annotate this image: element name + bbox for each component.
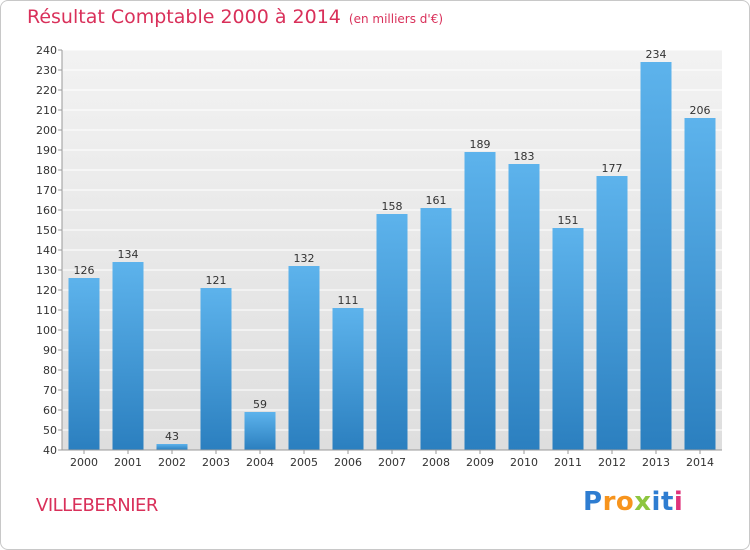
y-tick-label: 100	[36, 324, 57, 337]
y-tick-label: 180	[36, 164, 57, 177]
bar-value-label: 59	[253, 398, 267, 411]
x-tick-label: 2007	[378, 456, 406, 469]
y-tick-label: 210	[36, 104, 57, 117]
bar-value-label: 132	[294, 252, 315, 265]
bar-2003	[200, 288, 232, 450]
x-tick-label: 2000	[70, 456, 98, 469]
bar-2008	[420, 208, 452, 450]
logo-letter: i	[651, 487, 661, 517]
chart-unit: (en milliers d'€)	[348, 12, 444, 26]
x-tick-label: 2001	[114, 456, 142, 469]
x-tick-label: 2010	[510, 456, 538, 469]
x-tick-label: 2009	[466, 456, 494, 469]
y-tick-label: 110	[36, 304, 57, 317]
chart-title: Résultat Comptable 2000 à 2014 (en millie…	[27, 6, 443, 28]
bar-value-label: 161	[426, 194, 447, 207]
x-tick-label: 2002	[158, 456, 186, 469]
y-tick-label: 160	[36, 204, 57, 217]
y-tick-label: 130	[36, 264, 57, 277]
x-tick-label: 2008	[422, 456, 450, 469]
y-tick-label: 170	[36, 184, 57, 197]
bar-value-label: 234	[646, 48, 667, 61]
y-tick-label: 150	[36, 224, 57, 237]
bar-value-label: 43	[165, 430, 179, 443]
y-tick-label: 220	[36, 84, 57, 97]
y-tick-label: 190	[36, 144, 57, 157]
logo-letter: o	[615, 487, 635, 517]
bar-value-label: 134	[118, 248, 139, 261]
logo-letter: x	[634, 487, 652, 517]
x-tick-label: 2006	[334, 456, 362, 469]
bar-value-label: 126	[74, 264, 95, 277]
bar-2010	[508, 164, 540, 450]
proxiti-logo: Proxiti	[583, 487, 683, 517]
bar-2005	[288, 266, 320, 450]
bar-2006	[332, 308, 364, 450]
bar-2000	[68, 278, 100, 450]
bar-2002	[156, 444, 188, 450]
y-tick-label: 60	[43, 404, 57, 417]
bar-2013	[640, 62, 672, 450]
bar-value-label: 206	[690, 104, 711, 117]
y-tick-label: 140	[36, 244, 57, 257]
bar-value-label: 111	[338, 294, 359, 307]
x-tick-label: 2005	[290, 456, 318, 469]
x-tick-label: 2003	[202, 456, 230, 469]
y-tick-label: 230	[36, 64, 57, 77]
bar-value-label: 121	[206, 274, 227, 287]
x-tick-label: 2004	[246, 456, 274, 469]
bar-value-label: 189	[470, 138, 491, 151]
y-tick-label: 90	[43, 344, 57, 357]
bar-value-label: 183	[514, 150, 535, 163]
logo-letter: r	[602, 487, 616, 517]
x-tick-label: 2014	[686, 456, 714, 469]
logo-letter: t	[660, 487, 674, 517]
bar-2007	[376, 214, 408, 450]
chart-title-text: Résultat Comptable 2000 à 2014	[27, 6, 341, 28]
y-tick-label: 240	[36, 44, 57, 57]
bar-2012	[596, 176, 628, 450]
y-tick-label: 120	[36, 284, 57, 297]
bar-2009	[464, 152, 496, 450]
bar-value-label: 151	[558, 214, 579, 227]
bar-value-label: 158	[382, 200, 403, 213]
bar-2001	[112, 262, 144, 450]
bar-2004	[244, 412, 276, 450]
bar-2014	[684, 118, 716, 450]
x-tick-label: 2011	[554, 456, 582, 469]
y-tick-label: 40	[43, 444, 57, 457]
y-tick-label: 200	[36, 124, 57, 137]
bar-value-label: 177	[602, 162, 623, 175]
y-tick-label: 80	[43, 364, 57, 377]
bar-2011	[552, 228, 584, 450]
logo-letter: P	[583, 487, 603, 517]
city-name: VILLEBERNIER	[36, 495, 158, 516]
y-tick-label: 50	[43, 424, 57, 437]
x-tick-label: 2013	[642, 456, 670, 469]
logo-letter: i	[673, 487, 684, 517]
y-tick-label: 70	[43, 384, 57, 397]
x-tick-label: 2012	[598, 456, 626, 469]
